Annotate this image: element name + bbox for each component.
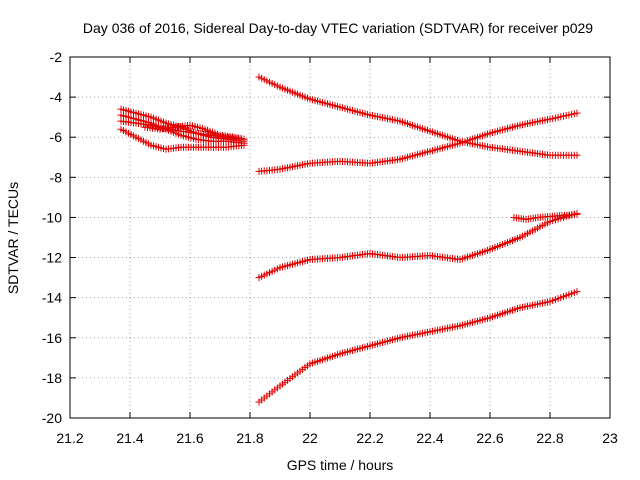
x-tick-label: 21.8 [236, 430, 263, 446]
y-tick-label: -20 [42, 410, 62, 426]
series-track-9 [255, 288, 581, 406]
x-tick-label: 22.6 [476, 430, 503, 446]
x-tick-label: 22.2 [356, 430, 383, 446]
series-track-5 [141, 121, 248, 143]
series-track-10 [510, 210, 581, 223]
y-tick-label: -4 [50, 89, 63, 105]
x-tick-label: 22 [302, 430, 318, 446]
x-tick-label: 22.8 [536, 430, 563, 446]
x-axis-label: GPS time / hours [287, 457, 394, 473]
chart-title: Day 036 of 2016, Sidereal Day-to-day VTE… [83, 20, 593, 36]
y-tick-label: -10 [42, 209, 62, 225]
series-track-7 [255, 109, 581, 175]
y-axis-label: SDTVAR / TECUs [5, 182, 21, 294]
data-markers [117, 73, 581, 406]
y-tick-label: -6 [50, 129, 63, 145]
data-point-marker [240, 141, 248, 149]
x-tick-label: 21.6 [176, 430, 203, 446]
x-tick-label: 22.4 [416, 430, 443, 446]
axis-ticks [69, 56, 611, 419]
series-track-3 [117, 117, 248, 145]
y-tick-label: -12 [42, 250, 62, 266]
y-tick-label: -8 [50, 169, 63, 185]
y-tick-label: -14 [42, 290, 62, 306]
x-tick-label: 21.4 [116, 430, 143, 446]
grid-lines [70, 57, 610, 418]
series-track-6 [255, 73, 581, 159]
y-tick-labels: -20 -18 -16 -14 -12 -10 -8 -6 -4 -2 [42, 49, 62, 426]
y-tick-label: -2 [50, 49, 63, 65]
data-point-marker [573, 109, 581, 117]
x-tick-label: 21.2 [56, 430, 83, 446]
data-point-marker [573, 210, 581, 218]
data-point-marker [234, 134, 242, 142]
data-point-marker [240, 135, 248, 143]
x-tick-labels: 21.2 21.4 21.6 21.8 22 22.2 22.4 22.6 22.8 23 [56, 430, 618, 446]
x-tick-label: 23 [602, 430, 618, 446]
data-point-marker [237, 135, 245, 143]
series-track-8 [255, 209, 581, 282]
plot-frame [69, 56, 611, 419]
y-tick-label: -16 [42, 330, 62, 346]
y-tick-label: -18 [42, 370, 62, 386]
data-point-marker [231, 133, 239, 141]
series-track-4 [117, 125, 248, 153]
data-point-marker [573, 151, 581, 159]
data-point-marker [573, 288, 581, 296]
